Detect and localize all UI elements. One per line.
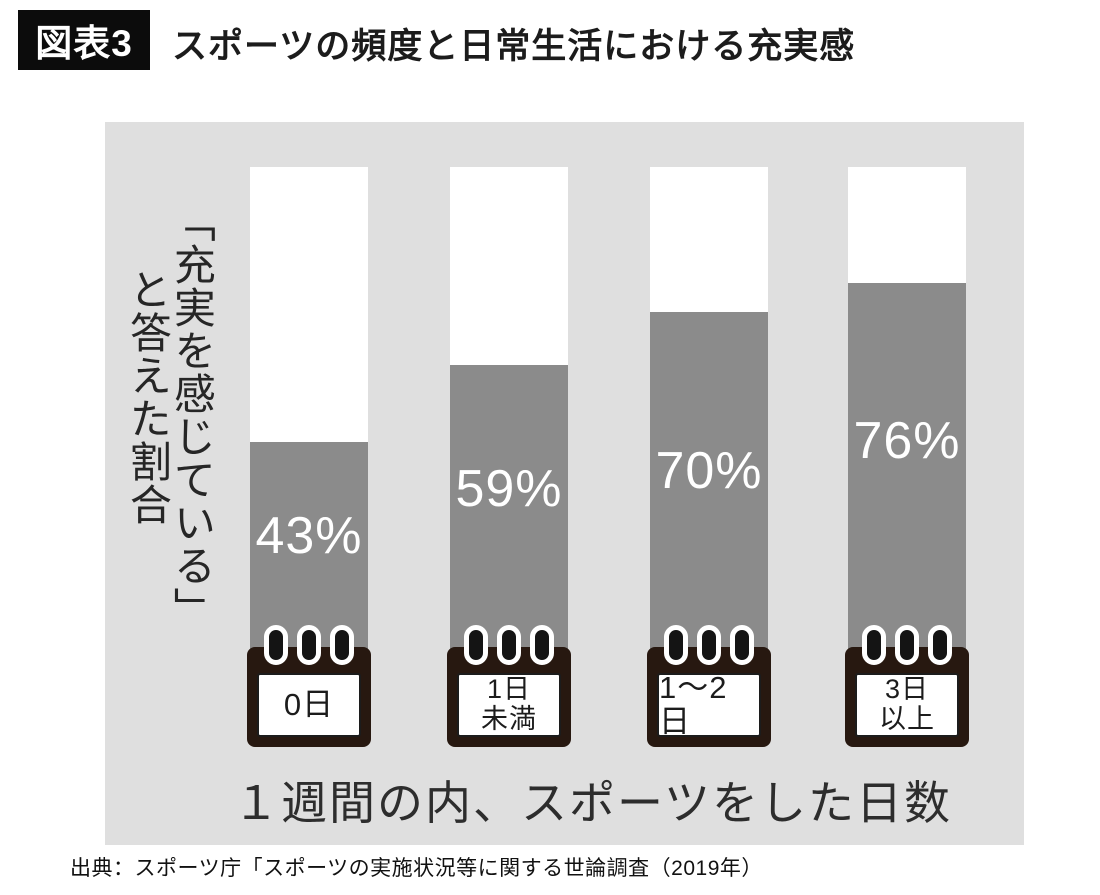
figure-badge: 図表3 [18, 10, 150, 70]
category-label: 0日 [257, 673, 361, 737]
category-label-line: 1〜2日 [659, 669, 728, 739]
y-axis-label-column-2: と答えた割合 [124, 268, 172, 526]
bar-fill: 59% [450, 365, 568, 650]
y-axis-label-column-1: 「充実を感じている」 [168, 200, 216, 630]
calendar-frame: 3日 以上 [845, 647, 969, 747]
category-label: 3日 以上 [855, 673, 959, 737]
binder-ring-icon [697, 625, 721, 665]
binder-ring-icon [497, 625, 521, 665]
binder-ring-icon [297, 625, 321, 665]
calendar-binder-rings [247, 625, 371, 665]
x-axis-label: １週間の内、スポーツをした日数 [232, 777, 953, 829]
category-label: 1〜2日 [657, 669, 761, 739]
binder-ring-icon [330, 625, 354, 665]
calendar-binder-rings [845, 625, 969, 665]
category-label-line: 1日 [486, 674, 532, 705]
binder-ring-icon [862, 625, 886, 665]
calendar-binder-rings [447, 625, 571, 665]
figure-title: スポーツの頻度と日常生活における充実感 [172, 27, 856, 66]
bar-track: 70% [650, 167, 768, 650]
category-label: 1日 未満 [457, 673, 561, 737]
bar-value-label: 70% [655, 442, 763, 500]
bar-group-0-days: 43% 0日 [247, 167, 371, 807]
binder-ring-icon [664, 625, 688, 665]
chart-panel: 「充実を感じている」 と答えた割合 43% 0日 [105, 122, 1024, 845]
calendar-icon: 1日 未満 [447, 625, 571, 747]
calendar-icon: 1〜2日 [647, 625, 771, 747]
bar-group-under-1-day: 59% 1日 未満 [447, 167, 571, 807]
category-label-line: 以上 [879, 704, 935, 734]
bar-value-label: 43% [255, 507, 363, 565]
calendar-binder-rings [647, 625, 771, 665]
calendar-icon: 0日 [247, 625, 371, 747]
binder-ring-icon [264, 625, 288, 665]
category-label-line: 0日 [283, 686, 335, 722]
bar-fill: 43% [250, 442, 368, 650]
calendar-frame: 1日 未満 [447, 647, 571, 747]
bar-value-label: 59% [455, 460, 563, 518]
bar-value-label: 76% [853, 412, 961, 470]
bar-fill: 70% [650, 312, 768, 650]
binder-ring-icon [928, 625, 952, 665]
source-note: 出典：スポーツ庁「スポーツの実施状況等に関する世論調査（2019年） [70, 857, 763, 880]
bar-track: 43% [250, 167, 368, 650]
calendar-icon: 3日 以上 [845, 625, 969, 747]
binder-ring-icon [730, 625, 754, 665]
bar-group-1-2-days: 70% 1〜2日 [647, 167, 771, 807]
bar-track: 76% [848, 167, 966, 650]
binder-ring-icon [895, 625, 919, 665]
bar-track: 59% [450, 167, 568, 650]
bar-group-3-plus-days: 76% 3日 以上 [845, 167, 969, 807]
binder-ring-icon [464, 625, 488, 665]
category-label-line: 3日 [884, 674, 930, 705]
bar-fill: 76% [848, 283, 966, 650]
category-label-line: 未満 [481, 704, 537, 734]
binder-ring-icon [530, 625, 554, 665]
